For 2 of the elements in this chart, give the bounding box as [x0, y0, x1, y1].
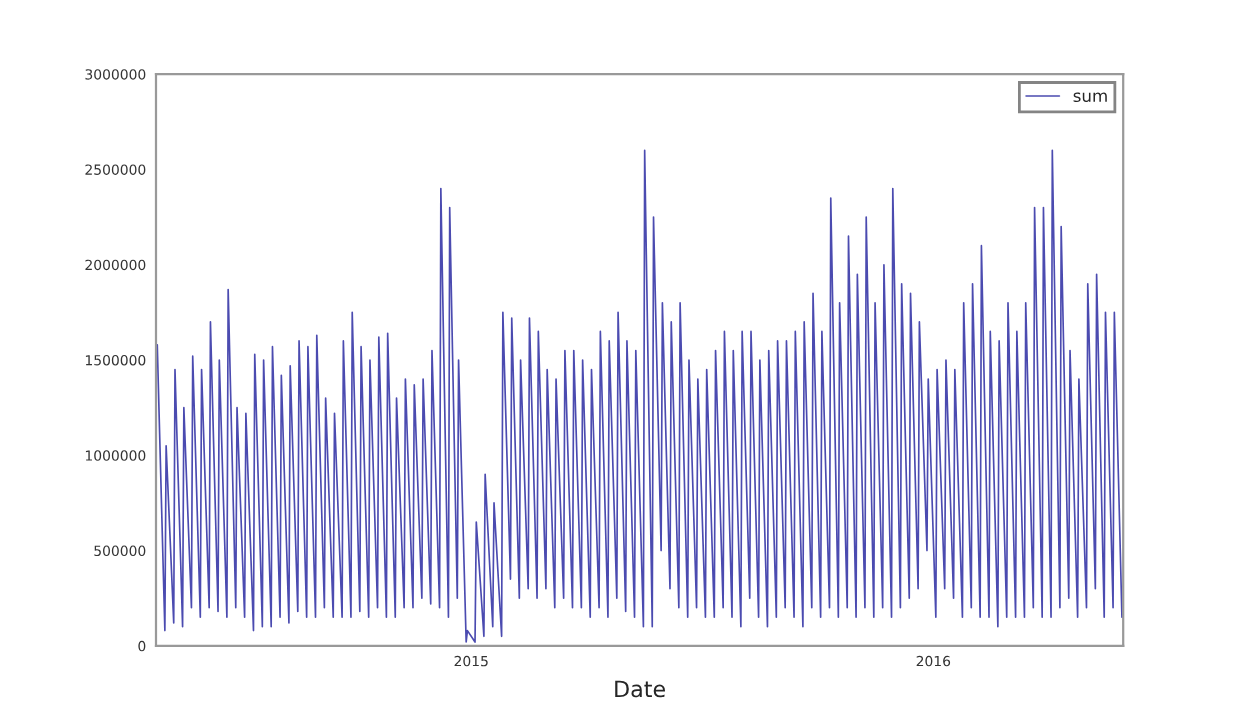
legend-label: sum [1073, 92, 1107, 103]
x-axis-title: Date [615, 680, 665, 698]
